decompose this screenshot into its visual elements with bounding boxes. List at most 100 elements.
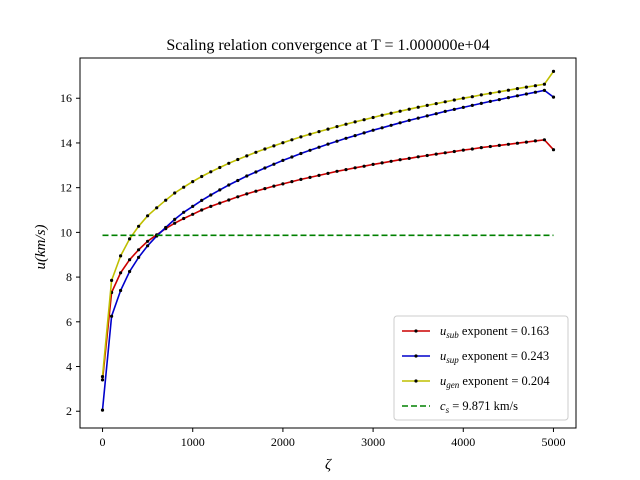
data-point: [100, 375, 105, 379]
data-point: [542, 138, 547, 142]
legend-marker: [414, 379, 418, 383]
data-point: [533, 139, 538, 143]
data-point: [245, 174, 249, 178]
data-point: [317, 145, 321, 149]
legend: usub exponent = 0.163 usup exponent = 0.2…: [393, 315, 569, 421]
data-point: [380, 113, 384, 117]
data-point: [551, 69, 556, 73]
data-point: [218, 201, 222, 205]
y-tick-label: 16: [60, 91, 72, 105]
data-point: [335, 139, 339, 143]
data-point: [290, 180, 294, 184]
data-point: [191, 212, 195, 216]
data-point: [272, 184, 276, 188]
data-point: [416, 105, 420, 109]
data-point: [470, 147, 474, 151]
data-point: [362, 118, 366, 122]
data-point: [317, 130, 321, 134]
y-tick-label: 12: [60, 181, 72, 195]
data-point: [407, 107, 411, 111]
data-point: [173, 191, 177, 195]
legend-label: cs = 9.871 km/s: [440, 399, 518, 415]
data-point: [137, 255, 141, 259]
data-point: [479, 101, 483, 105]
y-tick-label: 2: [66, 404, 72, 418]
data-point: [227, 198, 231, 202]
data-point: [254, 189, 258, 193]
data-point: [461, 96, 465, 100]
data-point: [263, 166, 267, 170]
data-point: [488, 99, 492, 103]
data-point: [209, 193, 213, 197]
data-point: [452, 149, 456, 154]
y-tick-label: 10: [60, 225, 72, 239]
data-point: [335, 169, 339, 173]
data-point: [119, 271, 123, 275]
data-point: [182, 185, 186, 189]
data-point: [308, 148, 312, 152]
data-point: [353, 166, 357, 170]
data-point: [506, 88, 510, 92]
data-point: [353, 134, 357, 138]
data-point: [263, 187, 267, 191]
data-point: [281, 158, 285, 162]
data-point: [218, 165, 222, 170]
data-point: [119, 288, 123, 293]
x-tick-label: 1000: [181, 435, 205, 449]
data-point: [146, 239, 150, 243]
data-point: [452, 107, 456, 111]
data-point: [380, 161, 384, 165]
data-point: [200, 174, 204, 179]
data-point: [128, 269, 132, 274]
data-point: [398, 121, 402, 125]
chart-title: Scaling relation convergence at T = 1.00…: [166, 37, 489, 54]
data-point: [245, 154, 249, 158]
data-point: [515, 94, 520, 98]
data-point: [398, 109, 402, 113]
data-point: [308, 132, 312, 136]
data-point: [389, 123, 393, 127]
x-tick-label: 0: [100, 435, 106, 449]
plot-area: [100, 69, 556, 412]
data-point: [290, 138, 294, 142]
data-point: [299, 135, 303, 139]
legend-item: usub exponent = 0.163: [402, 324, 549, 340]
data-point: [263, 147, 267, 151]
y-tick-label: 4: [66, 360, 72, 374]
data-point: [551, 95, 556, 99]
data-point: [398, 158, 402, 162]
data-point: [416, 116, 420, 120]
data-point: [452, 98, 456, 102]
data-point: [227, 161, 231, 165]
data-point: [524, 92, 529, 96]
data-point: [110, 314, 114, 318]
data-point: [344, 136, 348, 140]
data-point: [515, 141, 520, 145]
y-tick-label: 6: [66, 315, 72, 329]
data-point: [335, 125, 339, 129]
data-point: [497, 98, 501, 102]
data-point: [128, 237, 132, 241]
data-point: [272, 162, 276, 166]
data-point: [524, 140, 529, 144]
data-point: [488, 144, 492, 149]
data-point: [353, 120, 357, 124]
data-point: [479, 146, 483, 150]
y-axis: 2 4 6 8 10 12 14 16: [60, 91, 80, 418]
data-point: [200, 208, 204, 212]
legend-box: [393, 315, 569, 421]
legend-item: ugen exponent = 0.204: [402, 374, 550, 390]
data-point: [254, 150, 258, 154]
data-point: [326, 142, 330, 146]
data-point: [443, 100, 447, 104]
data-point: [542, 82, 547, 86]
data-point: [173, 221, 177, 225]
data-point: [407, 156, 411, 160]
data-point: [191, 180, 195, 184]
legend-label: usub exponent = 0.163: [440, 324, 549, 340]
data-point: [146, 244, 150, 248]
data-point: [524, 85, 529, 89]
data-point: [461, 105, 465, 109]
legend-label: usup exponent = 0.243: [440, 349, 549, 365]
data-point: [326, 171, 330, 175]
